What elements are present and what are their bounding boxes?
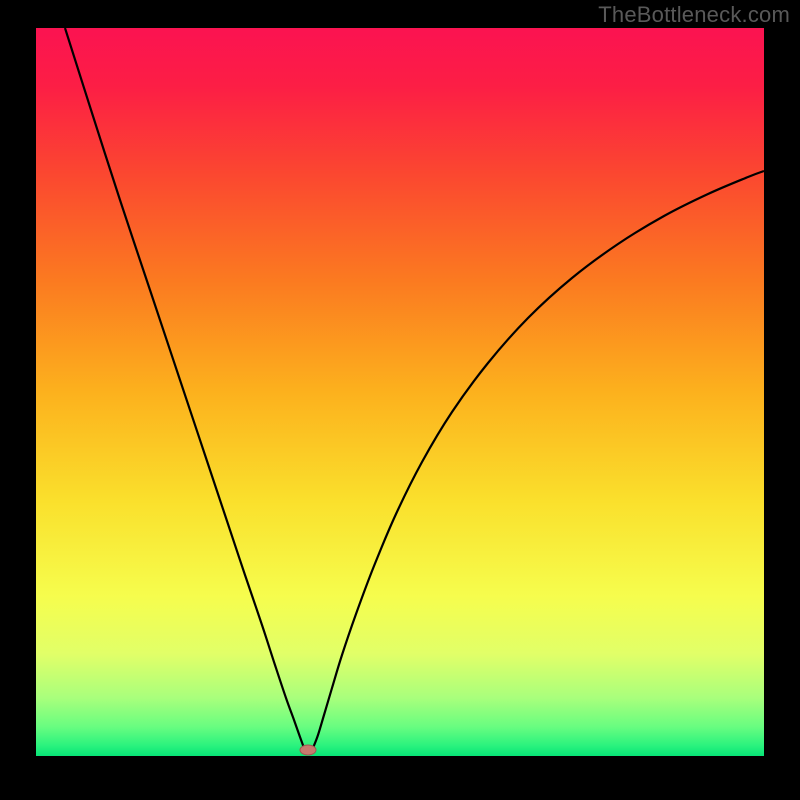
bottleneck-chart [0, 0, 800, 800]
watermark-text: TheBottleneck.com [598, 2, 790, 28]
plot-gradient-background [36, 28, 764, 756]
chart-container: TheBottleneck.com [0, 0, 800, 800]
optimum-marker [300, 745, 316, 755]
